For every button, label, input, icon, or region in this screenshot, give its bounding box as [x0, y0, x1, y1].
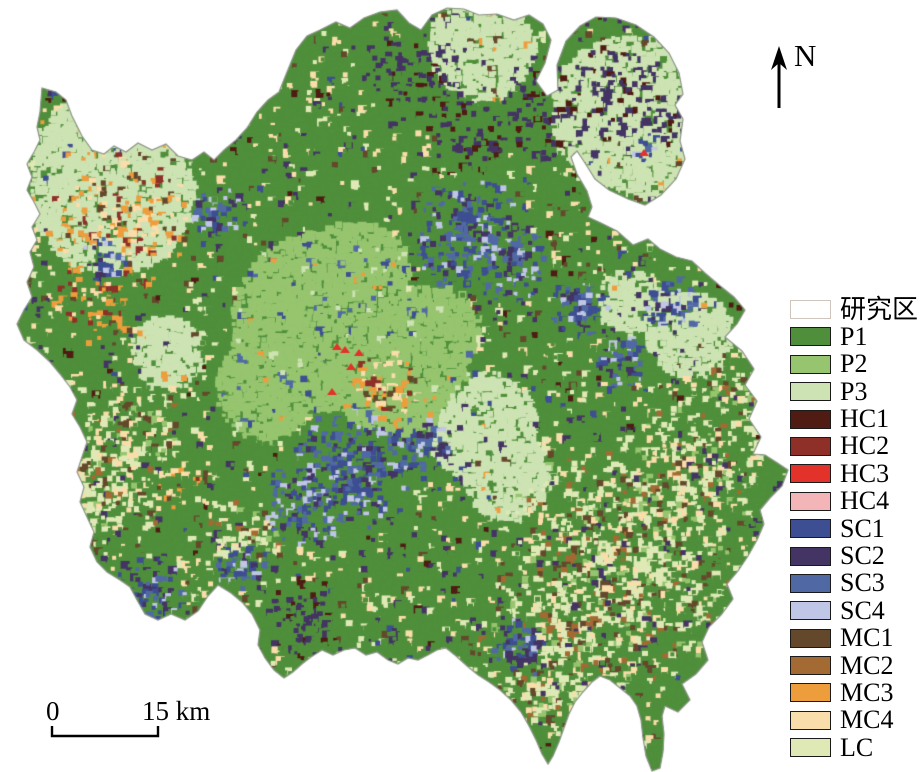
legend-item-label: HC1 — [840, 404, 890, 434]
legend-swatch-SC4 — [790, 601, 831, 621]
legend-item-label: P2 — [840, 349, 868, 379]
legend-item-label: LC — [840, 732, 874, 762]
legend-item-label: MC3 — [840, 677, 894, 707]
north-arrow: N — [752, 38, 852, 110]
legend-item-label: SC1 — [840, 513, 885, 543]
legend-item-HC2: HC2 — [790, 433, 920, 459]
legend-item-label: HC2 — [840, 431, 890, 461]
scale-bar: 0 15 km — [38, 696, 238, 756]
legend-item-label: MC2 — [840, 650, 894, 680]
legend-swatch-HC2 — [790, 436, 831, 456]
legend-swatch-P1 — [790, 327, 831, 347]
legend-item-SC1: SC1 — [790, 515, 920, 541]
legend-swatch-study_area — [790, 300, 831, 319]
legend-item-MC4: MC4 — [790, 707, 920, 733]
legend-item-HC3: HC3 — [790, 460, 920, 486]
legend-item-P3: P3 — [790, 378, 920, 404]
legend-item-P1: P1 — [790, 323, 920, 349]
legend-swatch-HC1 — [790, 409, 831, 429]
legend-item-MC2: MC2 — [790, 652, 920, 678]
legend-swatch-P2 — [790, 354, 831, 374]
legend-swatch-MC2 — [790, 656, 831, 676]
legend: 研究区 P1 P2 P3 HC1 HC2 HC3 HC4 SC1 SC2 SC3 SC4 MC1 MC2 M… — [790, 296, 920, 766]
legend-item-MC1: MC1 — [790, 625, 920, 651]
legend-swatch-HC3 — [790, 464, 831, 484]
legend-item-LC: LC — [790, 734, 920, 760]
legend-swatch-HC4 — [790, 491, 831, 511]
legend-item-label: P1 — [840, 321, 868, 351]
legend-item-label: MC4 — [840, 705, 894, 735]
legend-item-SC2: SC2 — [790, 543, 920, 569]
legend-item-study_area: 研究区 — [790, 296, 920, 322]
legend-item-label: SC2 — [840, 541, 885, 571]
legend-swatch-MC3 — [790, 683, 831, 703]
north-arrow-icon — [771, 46, 787, 108]
legend-item-label: HC4 — [840, 486, 890, 516]
legend-item-HC1: HC1 — [790, 406, 920, 432]
legend-swatch-SC3 — [790, 573, 831, 593]
legend-swatch-SC1 — [790, 519, 831, 539]
scale-bar-line — [50, 726, 160, 738]
legend-item-SC3: SC3 — [790, 570, 920, 596]
legend-swatch-P3 — [790, 382, 831, 402]
legend-item-HC4: HC4 — [790, 488, 920, 514]
legend-item-label: HC3 — [840, 458, 890, 488]
legend-swatch-LC — [790, 738, 831, 758]
legend-swatch-SC2 — [790, 546, 831, 566]
scale-distance-label: 15 km — [142, 696, 211, 726]
legend-swatch-MC4 — [790, 710, 831, 730]
scale-zero-label: 0 — [46, 696, 60, 726]
legend-item-P2: P2 — [790, 351, 920, 377]
legend-item-MC3: MC3 — [790, 679, 920, 705]
legend-swatch-MC1 — [790, 628, 831, 648]
legend-item-label: SC4 — [840, 595, 885, 625]
legend-item-label: MC1 — [840, 623, 894, 653]
legend-item-SC4: SC4 — [790, 597, 920, 623]
legend-item-label: P3 — [840, 376, 868, 406]
legend-item-label: SC3 — [840, 568, 885, 598]
north-label: N — [794, 38, 817, 73]
legend-item-label: 研究区 — [840, 294, 919, 324]
